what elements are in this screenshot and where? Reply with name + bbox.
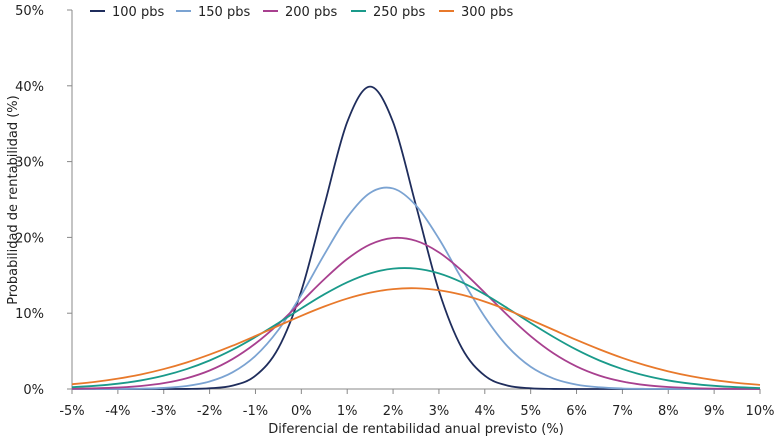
y-tick-label: 50% (15, 4, 44, 19)
legend-label: 150 pbs (198, 5, 250, 20)
y-tick-label: 20% (15, 231, 44, 246)
series-line-250-pbs (71, 267, 761, 389)
y-tick-label: 0% (23, 383, 44, 398)
legend-item: 200 pbs (263, 5, 337, 20)
x-tick-label: -3% (151, 404, 176, 419)
legend-item: 150 pbs (176, 5, 250, 20)
legend-item: 300 pbs (439, 5, 513, 20)
x-tick-label: -4% (105, 404, 130, 419)
x-tick-label: 6% (566, 404, 587, 419)
x-tick-label: 4% (474, 404, 495, 419)
x-tick-label: 9% (704, 404, 725, 419)
legend-label: 300 pbs (461, 5, 513, 20)
series-layer (71, 85, 761, 390)
y-axis-title: Probabilidad de rentabilidad (%) (6, 95, 21, 304)
legend-label: 200 pbs (285, 5, 337, 20)
series-line-150-pbs (72, 186, 760, 390)
legend-label: 100 pbs (112, 5, 164, 20)
x-tick-label: 3% (429, 404, 450, 419)
x-axis-title: Diferencial de rentabilidad anual previs… (268, 422, 564, 437)
y-tick-label: 40% (15, 80, 44, 95)
x-tick-label: 2% (383, 404, 404, 419)
series-line-100-pbs (72, 85, 760, 390)
x-tick-label: -2% (197, 404, 222, 419)
legend-item: 100 pbs (90, 5, 164, 20)
x-tick-label: -1% (243, 404, 268, 419)
y-tick-label: 10% (15, 307, 44, 322)
x-tick-label: -5% (59, 404, 84, 419)
y-axis: 0% 10% 20% 30% 40% 50% (15, 4, 73, 398)
x-tick-label: 7% (612, 404, 633, 419)
x-tick-label: 0% (291, 404, 312, 419)
legend-label: 250 pbs (373, 5, 425, 20)
x-axis: -5% -4% -3% -2% -1% 0% 1% 2% 3% 4% 5% 6% 7% 8% 9% 10% (59, 388, 775, 419)
series-line-200-pbs (71, 236, 761, 390)
x-tick-label: 8% (658, 404, 679, 419)
x-tick-label: 1% (337, 404, 358, 419)
x-tick-label: 5% (520, 404, 541, 419)
legend: 100 pbs 150 pbs 200 pbs 250 pbs 300 pbs (90, 5, 513, 20)
x-tick-label: 10% (746, 404, 775, 419)
y-tick-label: 30% (15, 156, 44, 171)
series-line-300-pbs (71, 287, 761, 386)
legend-item: 250 pbs (351, 5, 425, 20)
